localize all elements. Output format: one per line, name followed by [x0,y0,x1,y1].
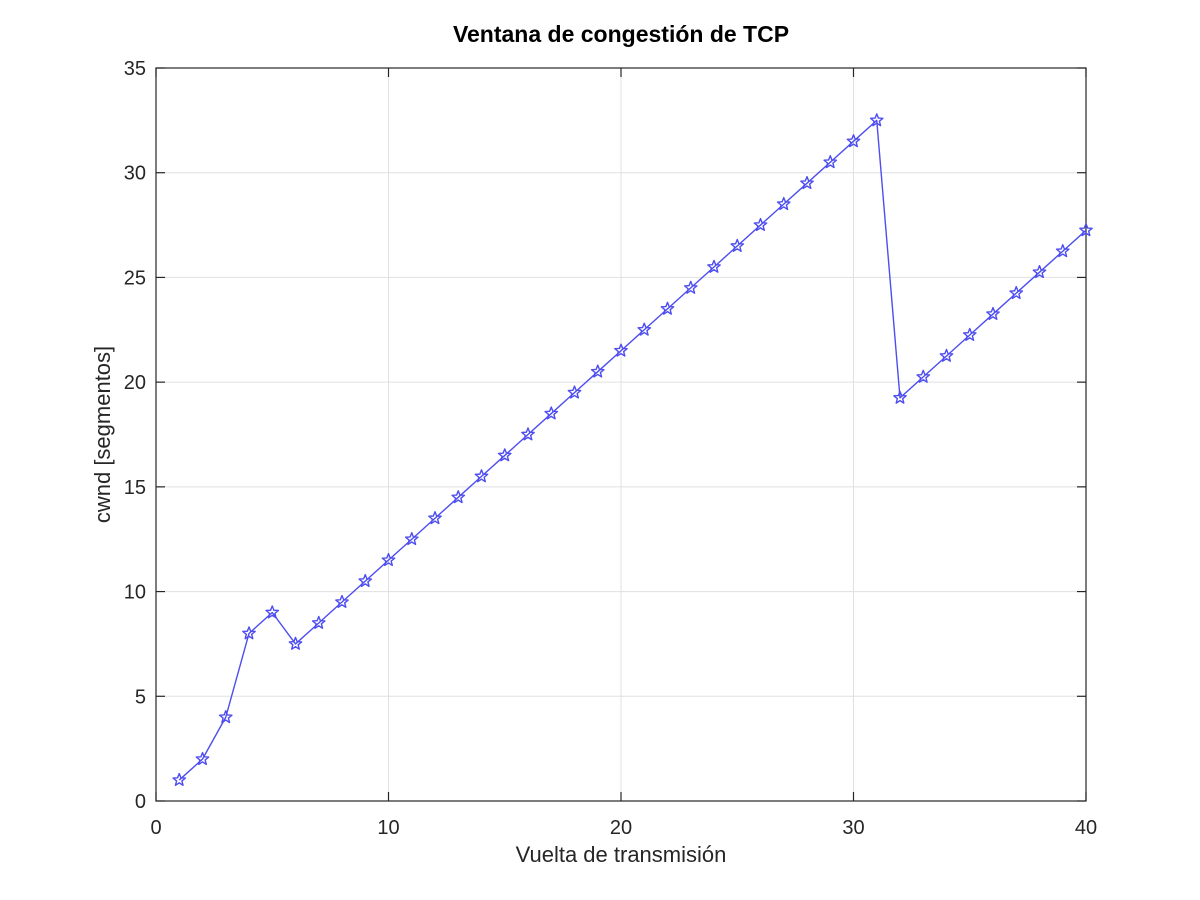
series-line [178,119,1087,781]
data-point-star [986,306,1000,321]
data-point-star [730,238,745,252]
x-tick-label: 0 [150,817,161,839]
grid [156,68,1086,801]
data-point-star [567,385,582,399]
data-point-star [474,469,489,483]
y-axis-label: cwnd [segmentos] [90,346,115,523]
data-point-star [497,448,512,462]
x-tick-label: 20 [610,817,632,839]
data-point-star [823,155,838,169]
axis-ticks: 0 10 20 30 40 0 5 10 15 20 25 30 35 [124,58,1097,839]
data-point-star [590,364,605,378]
data-point-star [521,427,535,441]
y-tick-label: 0 [135,791,146,813]
data-point-star [893,390,907,404]
data-point-star [335,594,349,608]
data-point-star [242,626,256,640]
data-point-star [660,301,675,315]
data-point-star [404,532,419,546]
data-point-star [428,511,442,525]
y-tick-label: 15 [124,477,146,499]
y-tick-label: 30 [124,163,146,185]
data-point-star [1032,264,1047,279]
chart-title: Ventana de congestión de TCP [453,21,789,47]
data-point-star [265,605,280,619]
data-point-star [916,369,931,383]
y-tick-label: 35 [124,58,146,80]
data-point-star [311,615,326,629]
data-point-star [776,196,791,211]
data-point-star [195,751,210,766]
data-point-star [172,772,187,787]
data-point-star [358,573,373,588]
data-point-star [381,552,396,567]
data-point-star [869,113,884,127]
data-point-star [939,348,954,362]
data-point-star [846,134,861,148]
data-point-star [707,259,721,273]
x-tick-label: 10 [377,817,399,839]
data-point-star [544,406,559,420]
data-point-star [1055,244,1070,258]
series-group [172,113,1093,787]
y-tick-label: 5 [135,686,146,708]
y-tick-label: 25 [124,267,146,289]
data-point-star [1079,223,1093,237]
data-point-star [753,217,768,232]
x-tick-label: 30 [842,817,864,839]
data-point-star [288,636,303,650]
y-tick-label: 20 [124,372,146,394]
x-axis-label: Vuelta de transmisión [516,842,727,867]
data-point-star [800,175,814,190]
y-tick-label: 10 [124,582,146,604]
data-point-star [683,280,698,294]
data-point-star [218,710,233,724]
data-point-star [1009,285,1024,300]
data-point-star [451,490,466,504]
x-tick-label: 40 [1075,817,1097,839]
data-point-star [962,327,977,341]
data-point-star [614,343,628,357]
data-point-star [637,322,652,336]
